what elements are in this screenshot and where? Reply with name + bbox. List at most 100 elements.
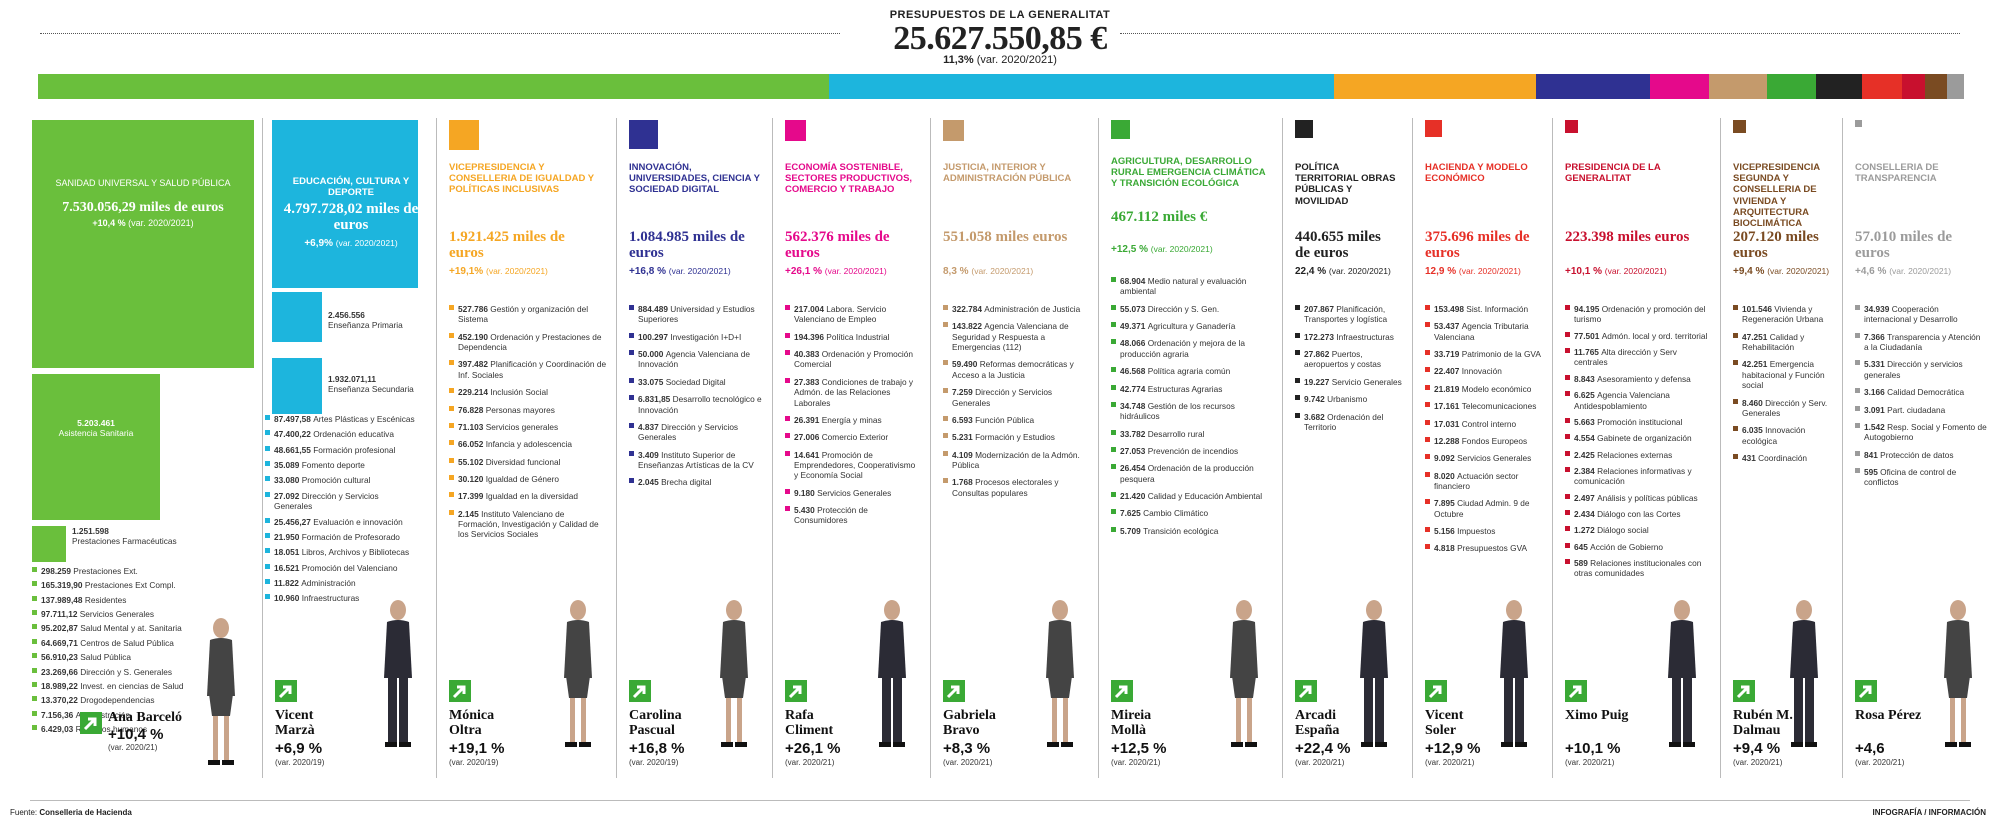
item-text: 9.742 Urbanismo: [1304, 394, 1367, 404]
item-label: Ordenación y Promoción Comercial: [794, 349, 913, 370]
item-label: Servicios Generales: [1457, 453, 1532, 464]
column-9: PRESIDENCIA DE LA GENERALITAT 223.398 mil…: [1552, 118, 1716, 778]
list-item: 87.497,58 Artes Plásticas y Escénicas: [265, 414, 417, 424]
list-item: 5.156 Impuestos: [1425, 526, 1543, 536]
item-marker: [265, 548, 270, 554]
variation-value: +16,8 %: [629, 266, 669, 277]
item-text: 172.273 Infraestructuras: [1304, 332, 1394, 342]
item-value: 397.482: [458, 359, 491, 370]
item-text: 26.391 Energía y minas: [794, 415, 882, 425]
item-label: Instituto Valenciano de Formación, Inves…: [458, 508, 599, 540]
item-marker: [1425, 544, 1430, 550]
item-marker: [629, 350, 634, 356]
department-title: JUSTICIA, INTERIOR Y ADMINISTRACIÓN PÚBL…: [943, 162, 1072, 185]
item-value: 3.091: [1864, 404, 1888, 415]
item-label: Agencia Valenciana de Innovación: [638, 349, 750, 370]
item-marker: [785, 350, 790, 356]
ensenanza-primaria-label: 2.456.556 Enseñanza Primaria: [328, 310, 418, 331]
item-marker: [1855, 467, 1860, 473]
person-variation: +9,4 %: [1733, 740, 1781, 757]
item-marker: [1565, 466, 1570, 472]
header-var-label: (var. 2020/2021): [976, 54, 1057, 66]
item-text: 21.420 Calidad y Educación Ambiental: [1120, 491, 1262, 501]
item-marker: [1855, 405, 1860, 411]
item-text: 6.429,03 Recursos humanos: [41, 724, 147, 734]
list-item: 16.521 Promoción del Valenciano: [265, 563, 417, 573]
item-marker: [1425, 419, 1430, 425]
item-label: Drogodependencias: [80, 695, 155, 706]
item-text: 55.102 Diversidad funcional: [458, 457, 560, 467]
list-item: 5.709 Transición ecológica: [1111, 526, 1273, 536]
department-items-list: 68.904 Medio natural y evaluación ambien…: [1111, 276, 1273, 543]
item-label: Diálogo con las Cortes: [1597, 509, 1681, 520]
department-title: VICEPRESIDENCIA Y CONSELLERIA DE IGUALDA…: [449, 162, 594, 196]
item-marker: [943, 322, 948, 328]
person-variation-period: (var. 2020/21): [1111, 758, 1161, 767]
person-name: Ximo Puig: [1565, 708, 1629, 723]
ensenanza-primaria-bar: [272, 292, 322, 342]
list-item: 13.370,22 Drogodependencias: [32, 695, 252, 705]
list-item: 47.400,22 Ordenación educativa: [265, 429, 417, 439]
item-label: Energía y minas: [821, 414, 882, 425]
item-text: 97.711,12 Servicios Generales: [41, 609, 154, 619]
list-item: 165.319,90 Prestaciones Ext Compl.: [32, 580, 252, 590]
item-value: 33.075: [638, 376, 666, 387]
item-marker: [1565, 526, 1570, 532]
item-label: Desarrollo tecnológico e Innovación: [638, 394, 762, 415]
department-title: VICEPRESIDENCIA SEGUNDA Y CONSELLERIA DE…: [1733, 162, 1820, 230]
variation-period: (var. 2020/2021): [1458, 266, 1521, 276]
department-amount: 4.797.728,02 miles de euros: [283, 201, 419, 233]
item-marker: [629, 478, 634, 484]
list-item: 59.490 Reformas democráticas y Acceso a …: [943, 359, 1089, 380]
list-item: 5.663 Promoción institucional: [1565, 417, 1711, 427]
sanidad-total-bar: [32, 120, 254, 368]
item-label: Igualdad en la diversidad: [485, 491, 578, 502]
item-label: Salud Pública: [80, 652, 131, 663]
item-marker: [1565, 331, 1570, 337]
item-label: Relaciones institucionales con otras com…: [1574, 558, 1702, 579]
item-value: 884.489: [638, 304, 671, 314]
list-item: 64.669,71 Centros de Salud Pública: [32, 638, 252, 648]
item-value: 9.742: [1304, 394, 1328, 405]
list-item: 5.231 Formación y Estudios: [943, 432, 1089, 442]
list-item: 4.554 Gabinete de organización: [1565, 433, 1711, 443]
item-label: Igualdad de Género: [485, 473, 560, 484]
item-label: Telecomunicaciones: [1461, 401, 1537, 412]
arrow-up-icon: [449, 680, 471, 702]
item-value: 27.006: [794, 432, 822, 443]
item-text: 94.195 Ordenación y promoción del turism…: [1574, 304, 1711, 325]
item-label: Transición ecológica: [1143, 525, 1219, 536]
prestaciones-farmaceuticas-bar: [32, 526, 66, 562]
item-value: 5.331: [1864, 359, 1888, 370]
department-variation: +10,1 % (var. 2020/2021): [1565, 266, 1667, 277]
list-item: 217.004 Labora. Servicio Valenciano de E…: [785, 304, 921, 325]
department-variation: 22,4 % (var. 2020/2021): [1295, 266, 1391, 277]
list-item: 2.384 Relaciones informativas y comunica…: [1565, 466, 1711, 487]
person-variation: +4,6: [1855, 740, 1885, 757]
asistencia-sanitaria-bar: [32, 374, 160, 520]
item-marker: [785, 332, 790, 338]
item-label: Servicios Generales: [79, 609, 155, 620]
item-label: Dirección y Serv. Generales: [1742, 397, 1828, 418]
item-text: 8.843 Asesoramiento y defensa: [1574, 374, 1691, 384]
header-kicker: PRESUPUESTOS DE LA GENERALITAT: [889, 9, 1111, 21]
person-name: Vicent Marzà: [275, 708, 315, 739]
item-label: Universidad y Estudios Superiores: [638, 304, 755, 325]
person-name: Vicent Soler: [1425, 708, 1464, 739]
list-item: 2.434 Diálogo con las Cortes: [1565, 509, 1711, 519]
person-photo: [1668, 600, 1696, 747]
list-item: 21.819 Modelo económico: [1425, 384, 1543, 394]
list-item: 26.454 Ordenación de la producción pesqu…: [1111, 463, 1273, 484]
item-value: 8.843: [1574, 373, 1598, 384]
item-marker: [1565, 374, 1570, 380]
column-8: HACIENDA Y MODELO ECONÓMICO 375.696 miles…: [1412, 118, 1548, 778]
item-label: Personas mayores: [485, 404, 555, 415]
item-value: 207.867: [1304, 304, 1337, 314]
item-label: Residentes: [84, 594, 127, 605]
list-item: 94.195 Ordenación y promoción del turism…: [1565, 304, 1711, 325]
strip-segment-10: [1925, 74, 1947, 99]
item-marker: [265, 491, 270, 497]
list-item: 4.837 Dirección y Servicios Generales: [629, 422, 763, 443]
item-value: 5.430: [794, 505, 818, 516]
item-text: 1.542 Resp. Social y Fomento de Autogobi…: [1864, 422, 1987, 443]
